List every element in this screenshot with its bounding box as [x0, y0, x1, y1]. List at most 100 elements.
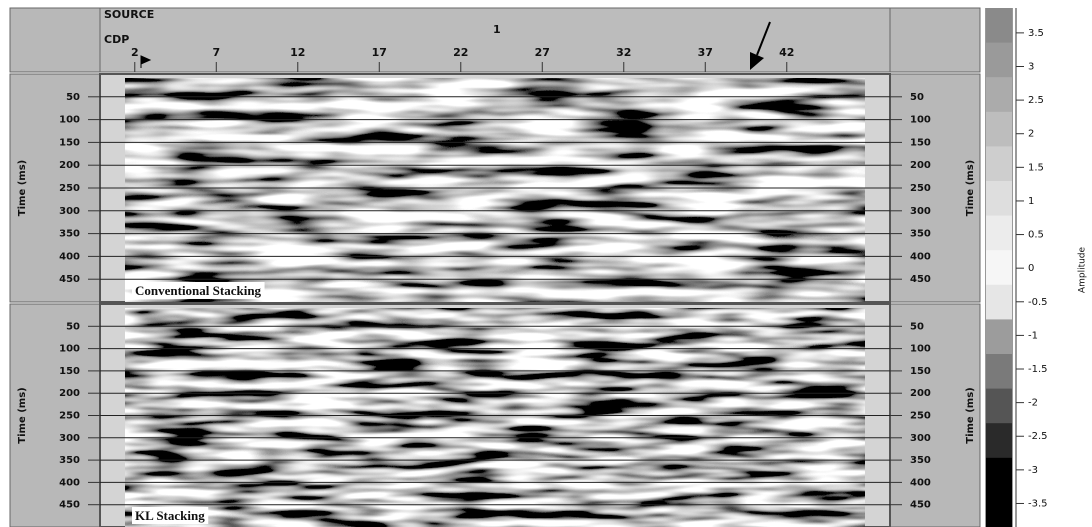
colorbar-tick-label: 2.5 — [1028, 95, 1044, 106]
colorbar-segment — [986, 111, 1012, 147]
y-tick-label: 300 — [910, 206, 931, 217]
y-tick-label: 400 — [59, 477, 80, 488]
y-tick-label: 300 — [59, 433, 80, 444]
y-tick-label: 350 — [910, 455, 931, 466]
y-tick-label: 250 — [59, 411, 80, 422]
corner-panel — [889, 7, 981, 73]
y-tick-label: 100 — [59, 115, 80, 126]
colorbar-tick-label: 0.5 — [1028, 230, 1044, 241]
y-tick-label: 450 — [910, 500, 931, 511]
y-tick-label: 450 — [59, 500, 80, 511]
x-tick-label: 7 — [212, 46, 220, 59]
colorbar-segment — [986, 354, 1012, 390]
colorbar-tick-label: 2 — [1028, 129, 1034, 140]
header-panel — [99, 7, 891, 73]
colorbar-tick-label: -2 — [1028, 398, 1038, 409]
colorbar-tick-label: -3.5 — [1028, 498, 1048, 509]
colorbar-segment — [986, 423, 1012, 459]
x-tick-label: 37 — [698, 46, 713, 59]
colorbar-segment — [986, 250, 1012, 286]
y-tick-label: 150 — [910, 366, 931, 377]
colorbar-segment — [986, 388, 1012, 424]
y-tick-label: 200 — [59, 388, 80, 399]
y-tick-label: 50 — [66, 92, 80, 103]
y-tick-label: 400 — [910, 477, 931, 488]
colorbar-segment — [986, 319, 1012, 355]
y-tick-label: 250 — [910, 183, 931, 194]
axis-panel — [889, 73, 981, 303]
y-tick-label: 150 — [59, 366, 80, 377]
y-tick-label: 50 — [910, 92, 924, 103]
colorbar-tick-label: 1 — [1028, 196, 1034, 207]
corner-panel — [9, 7, 101, 73]
flag-marker — [140, 55, 152, 68]
colorbar-tick-label: -1.5 — [1028, 364, 1048, 375]
source-value: 1 — [493, 23, 501, 36]
y-tick-label: 400 — [910, 251, 931, 262]
colorbar-segment — [986, 77, 1012, 113]
panel-label-bg — [132, 506, 209, 524]
colorbar-tick-label: -0.5 — [1028, 297, 1048, 308]
y-axis-title: Time (ms) — [17, 387, 28, 443]
y-tick-label: 100 — [910, 115, 931, 126]
axis-panel — [9, 303, 101, 527]
x-tick-label: 32 — [616, 46, 631, 59]
x-tick-label: 2 — [131, 46, 139, 59]
arrow-shaft — [756, 21, 771, 56]
seismic-image — [125, 308, 865, 527]
x-tick-label: 27 — [535, 46, 550, 59]
colorbar-segment — [986, 492, 1012, 527]
y-tick-label: 100 — [910, 344, 931, 355]
colorbar-tick-label: 0 — [1028, 263, 1034, 274]
seismic-image — [125, 78, 865, 302]
colorbar-tick-label: 1.5 — [1028, 162, 1044, 173]
y-tick-label: 400 — [59, 251, 80, 262]
colorbar-segment — [986, 181, 1012, 217]
colorbar-tick-label: -1 — [1028, 330, 1038, 341]
panel-label: KL Stacking — [135, 508, 205, 523]
y-tick-label: 250 — [59, 183, 80, 194]
colorbar-segment — [986, 215, 1012, 251]
y-tick-label: 350 — [59, 455, 80, 466]
colorbar-segment — [986, 284, 1012, 320]
y-axis-title: Time (ms) — [965, 160, 976, 216]
y-tick-label: 150 — [910, 137, 931, 148]
y-tick-label: 200 — [910, 388, 931, 399]
x-tick-label: 42 — [779, 46, 794, 59]
y-tick-label: 350 — [910, 229, 931, 240]
y-tick-label: 50 — [66, 321, 80, 332]
y-tick-label: 300 — [59, 206, 80, 217]
y-tick-label: 200 — [59, 160, 80, 171]
arrow-head — [750, 52, 764, 70]
colorbar-segment — [986, 42, 1012, 78]
panel-label: Conventional Stacking — [135, 283, 262, 298]
y-tick-label: 450 — [59, 274, 80, 285]
panel-label-bg — [132, 281, 265, 299]
x-tick-label: 22 — [453, 46, 468, 59]
colorbar-tick-label: -3 — [1028, 465, 1038, 476]
colorbar-segment — [986, 8, 1012, 44]
y-tick-label: 450 — [910, 274, 931, 285]
colorbar-label: Amplitude — [1078, 246, 1088, 293]
y-tick-label: 350 — [59, 229, 80, 240]
colorbar-tick-label: 3.5 — [1028, 28, 1044, 39]
y-tick-label: 300 — [910, 433, 931, 444]
colorbar-segment — [986, 457, 1012, 493]
x-tick-label: 12 — [290, 46, 305, 59]
axis-panel — [9, 73, 101, 303]
y-tick-label: 50 — [910, 321, 924, 332]
y-tick-label: 250 — [910, 411, 931, 422]
colorbar-tick-label: 3 — [1028, 61, 1034, 72]
y-axis-title: Time (ms) — [965, 387, 976, 443]
colorbar-segments — [986, 8, 1012, 527]
y-tick-label: 100 — [59, 344, 80, 355]
source-label: SOURCE — [104, 8, 154, 21]
y-axis-title: Time (ms) — [17, 160, 28, 216]
colorbar-tick-label: -2.5 — [1028, 431, 1048, 442]
y-tick-label: 200 — [910, 160, 931, 171]
colorbar-segment — [986, 146, 1012, 182]
x-tick-label: 17 — [372, 46, 387, 59]
y-tick-label: 150 — [59, 137, 80, 148]
axis-panel — [889, 303, 981, 527]
